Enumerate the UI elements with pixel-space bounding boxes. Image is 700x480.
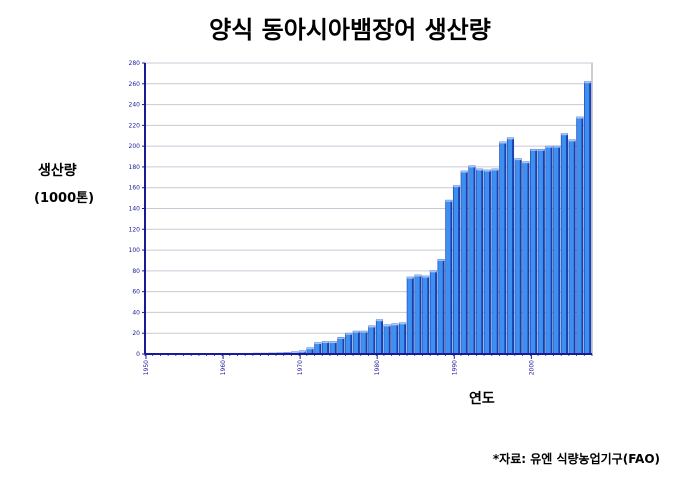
bar <box>414 274 422 355</box>
source-note: *자료: 유엔 식량농업기구(FAO) <box>492 452 660 466</box>
bar <box>429 270 437 355</box>
bar <box>321 341 330 355</box>
bar <box>583 81 592 355</box>
bar <box>437 259 445 355</box>
y-tick-label: 20 <box>132 330 140 337</box>
bar <box>545 145 553 355</box>
bar <box>329 341 337 355</box>
chart-title: 양식 동아시아뱀장어 생산량 <box>209 16 491 44</box>
y-tick-label: 160 <box>129 185 141 192</box>
bar <box>337 337 345 355</box>
bar <box>368 325 376 355</box>
bar <box>406 276 414 355</box>
bar <box>391 323 399 355</box>
y-tick-label: 60 <box>132 289 140 296</box>
y-tick-label: 0 <box>136 351 140 358</box>
bar <box>491 168 499 355</box>
y-tick-label: 240 <box>129 102 141 109</box>
y-tick-label: 200 <box>129 143 141 150</box>
bar <box>345 332 353 355</box>
x-tick-label: 1990 <box>451 360 458 375</box>
x-tick-label: 1980 <box>374 360 381 375</box>
bar-chart: 0 20 40 60 80 100 120 140 160 180 200 220 240 260 280 1… <box>129 60 593 375</box>
y-tick-label: 100 <box>129 247 141 254</box>
x-axis-label: 연도 <box>469 391 495 407</box>
bar <box>314 342 322 355</box>
bar <box>576 116 584 355</box>
y-axis-label: 생산량 <box>38 163 77 179</box>
y-tick-label: 220 <box>129 122 141 129</box>
bar <box>452 185 461 355</box>
y-tick-label: 40 <box>132 309 140 316</box>
bar <box>514 158 522 355</box>
y-tick-label: 180 <box>129 164 141 171</box>
bar <box>445 199 453 355</box>
bar <box>399 322 407 355</box>
y-tick-label: 280 <box>129 60 141 67</box>
bar <box>383 324 391 355</box>
bar <box>537 148 545 355</box>
bar <box>560 133 568 355</box>
y-tick-label: 120 <box>129 226 141 233</box>
y-tick-label: 80 <box>132 268 140 275</box>
x-tick-label: 1960 <box>220 360 227 375</box>
bar <box>483 169 491 355</box>
y-tick-label: 260 <box>129 81 141 88</box>
bar <box>360 330 368 355</box>
bar <box>568 139 576 355</box>
bar <box>422 275 430 355</box>
bar <box>460 170 468 355</box>
bar <box>530 148 538 355</box>
x-tick-label: 2000 <box>528 360 535 375</box>
y-tick-label: 140 <box>129 206 141 213</box>
bar <box>506 137 515 355</box>
bar <box>522 161 530 355</box>
bar <box>553 145 561 355</box>
bar <box>375 319 384 355</box>
bar <box>476 168 484 355</box>
y-axis-unit: (1000톤) <box>34 191 95 206</box>
x-tick-label: 1970 <box>297 360 304 375</box>
bar <box>499 141 507 355</box>
bar <box>468 165 476 355</box>
bar <box>352 330 360 355</box>
x-tick-label: 1950 <box>143 360 150 375</box>
